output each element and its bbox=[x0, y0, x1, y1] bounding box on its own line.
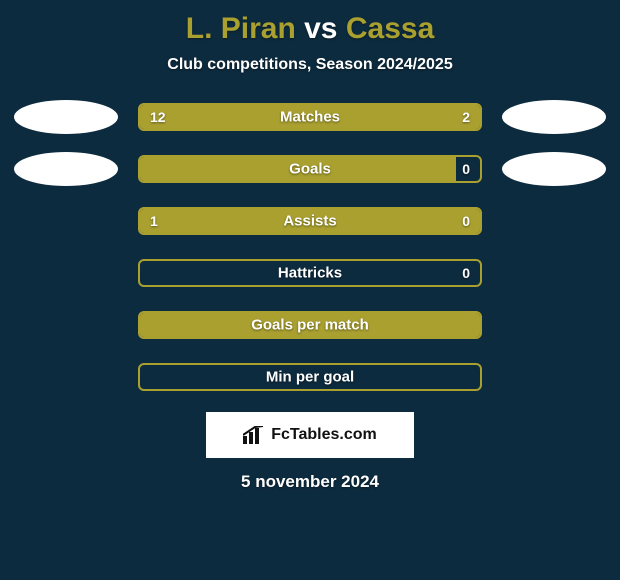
stat-label: Goals per match bbox=[251, 317, 369, 334]
player2-avatar bbox=[502, 152, 606, 186]
title-player1: L. Piran bbox=[186, 12, 296, 45]
stat-value-right: 0 bbox=[462, 213, 470, 229]
avatar-spacer bbox=[502, 308, 606, 342]
avatar-spacer bbox=[14, 360, 118, 394]
stat-label: Matches bbox=[280, 109, 340, 126]
avatar-spacer bbox=[502, 360, 606, 394]
avatar-spacer bbox=[14, 308, 118, 342]
stat-value-left: 12 bbox=[150, 109, 166, 125]
title-player2: Cassa bbox=[346, 12, 434, 45]
player1-avatar bbox=[14, 152, 118, 186]
stat-label: Min per goal bbox=[266, 369, 354, 386]
chart-icon bbox=[243, 426, 265, 444]
stat-value-right: 0 bbox=[462, 161, 470, 177]
stat-row: 0 Goals bbox=[0, 152, 620, 186]
stat-value-right: 0 bbox=[462, 265, 470, 281]
avatar-spacer bbox=[502, 204, 606, 238]
avatar-spacer bbox=[14, 204, 118, 238]
stat-value-right: 2 bbox=[462, 109, 470, 125]
fctables-logo: FcTables.com bbox=[206, 412, 414, 458]
date-text: 5 november 2024 bbox=[0, 472, 620, 492]
comparison-card: L. Piran vs Cassa Club competitions, Sea… bbox=[0, 0, 620, 580]
subtitle: Club competitions, Season 2024/2025 bbox=[0, 56, 620, 74]
stat-label: Goals bbox=[289, 161, 331, 178]
stat-bar: 0 Goals bbox=[138, 155, 482, 183]
stat-bar: 1 0 Assists bbox=[138, 207, 482, 235]
stat-label: Assists bbox=[283, 213, 336, 230]
stat-row: 1 0 Assists bbox=[0, 204, 620, 238]
stat-label: Hattricks bbox=[278, 265, 342, 282]
stat-bar: Goals per match bbox=[138, 311, 482, 339]
bar-fill-left bbox=[140, 105, 405, 129]
title-vs: vs bbox=[304, 12, 337, 45]
player1-avatar bbox=[14, 100, 118, 134]
bar-fill-left bbox=[140, 209, 405, 233]
player2-avatar bbox=[502, 100, 606, 134]
stats-container: 12 2 Matches 0 Goals 1 0 Assists 0 Hattricks Goals… bbox=[0, 100, 620, 394]
avatar-spacer bbox=[502, 256, 606, 290]
stat-bar: Min per goal bbox=[138, 363, 482, 391]
logo-text: FcTables.com bbox=[271, 426, 377, 444]
stat-row: 0 Hattricks bbox=[0, 256, 620, 290]
stat-value-left: 1 bbox=[150, 213, 158, 229]
page-title: L. Piran vs Cassa bbox=[0, 12, 620, 46]
avatar-spacer bbox=[14, 256, 118, 290]
stat-row: 12 2 Matches bbox=[0, 100, 620, 134]
stat-row: Goals per match bbox=[0, 308, 620, 342]
stat-bar: 12 2 Matches bbox=[138, 103, 482, 131]
stat-bar: 0 Hattricks bbox=[138, 259, 482, 287]
stat-row: Min per goal bbox=[0, 360, 620, 394]
